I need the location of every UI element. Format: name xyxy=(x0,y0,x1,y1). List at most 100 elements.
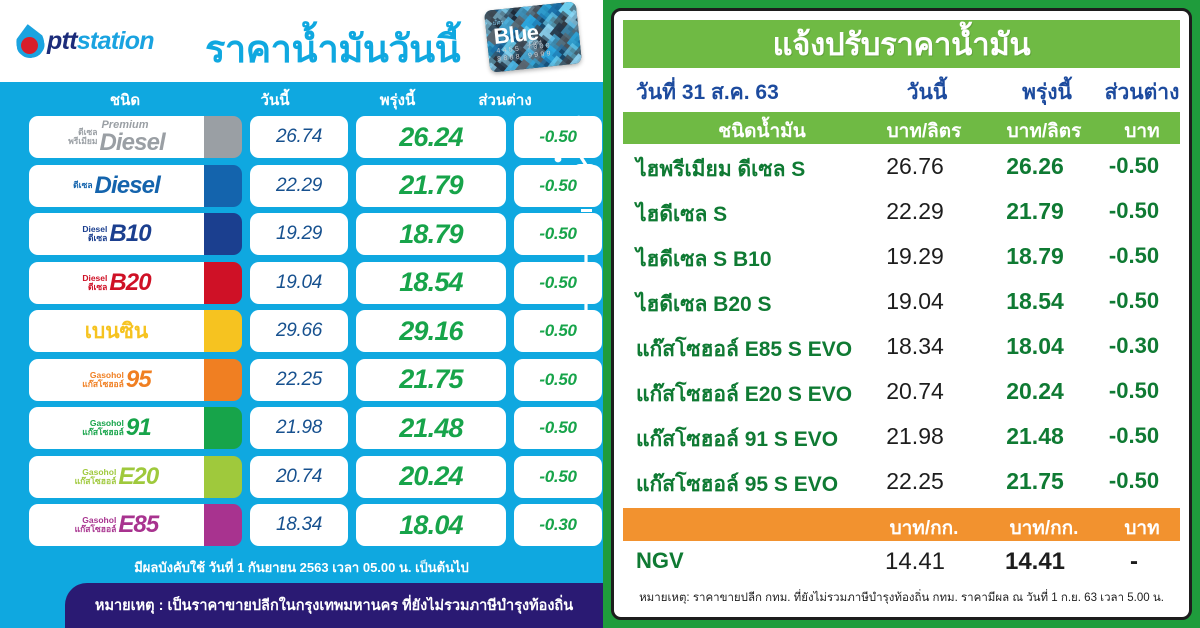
price-diff-cell: -0.50 xyxy=(514,116,602,158)
tomorrow-price-cell: 18.79 xyxy=(356,213,506,255)
left-table-row: ดีเซล Diesel 22.29 21.79 -0.50 xyxy=(0,163,603,212)
fuel-type-badge: เบนซิน xyxy=(29,310,204,352)
fuel-color-swatch xyxy=(204,164,242,207)
fuel-name: แก๊สโซฮอล์ 95 S EVO xyxy=(636,473,839,496)
price-diff-cell: -0.50 xyxy=(514,455,602,498)
left-header: pttstation ราคาน้ำมันวันนี้ บัตร Blue Ca… xyxy=(0,0,603,82)
price-diff-cell: -0.50 xyxy=(514,358,602,401)
price-diff: -0.50 xyxy=(1108,288,1160,313)
blue-card-graphic: บัตร Blue Card 4455 7000 8888 9999 xyxy=(484,1,582,73)
fuel-type-badge: Diesel ดีเซล B10 xyxy=(29,213,204,255)
price-diff-cell: -0.30 xyxy=(514,504,602,546)
today-price: 20.74 xyxy=(886,378,944,404)
ptt-wordmark: pttstation xyxy=(47,26,155,55)
fuel-type-badge: Gasohol แก๊สโซฮอล์ E20 xyxy=(29,455,204,498)
fuel-color-swatch xyxy=(204,407,242,449)
right-unit-subheader: ชนิดน้ำมัน บาท/ลิตร บาท/ลิตร บาท xyxy=(623,112,1180,144)
right-card: แจ้งปรับราคาน้ำมัน วันที่ 31 ส.ค. 63 วัน… xyxy=(611,8,1192,620)
left-footer-bar: หมายเหตุ : เป็นราคาขายปลีกในกรุงเทพมหานค… xyxy=(65,583,603,628)
left-table-row: Gasohol แก๊สโซฮอล์ 91 21.98 21.48 -0.50 xyxy=(0,405,603,454)
left-colhead-today: วันนี้ xyxy=(260,92,290,109)
today-price: 19.29 xyxy=(886,243,944,269)
ptt-word: ptt xyxy=(47,26,78,55)
today-price-cell: 19.04 xyxy=(250,261,348,304)
effective-date-note: มีผลบังคับใช้ วันที่ 1 กันยายน 2563 เวลา… xyxy=(134,560,469,575)
fuel-label-thai: Gasohol แก๊สโซฮอล์ xyxy=(74,466,117,486)
today-price-cell: 19.29 xyxy=(250,213,348,255)
fuel-color-swatch xyxy=(204,358,242,401)
ngv-subhead-today-unit: บาท/กก. xyxy=(889,518,959,539)
fuel-label-thai: Gasohol แก๊สโซฮอล์ xyxy=(82,418,124,437)
left-table-row: Gasohol แก๊สโซฮอล์ E85 18.34 18.04 -0.30 xyxy=(0,502,603,551)
price-diff-cell: -0.50 xyxy=(514,261,602,304)
fuel-label-latin: E20 xyxy=(118,462,159,490)
right-header-today: วันนี้ xyxy=(906,81,948,104)
today-price: 21.98 xyxy=(886,423,944,449)
left-table-row: Diesel ดีเซล B10 19.29 18.79 -0.50 xyxy=(0,211,603,260)
fuel-label-latin: 91 xyxy=(125,414,152,441)
left-table-row: Gasohol แก๊สโซฮอล์ E20 20.74 20.24 -0.50 xyxy=(0,454,603,503)
ngv-subhead-diff-unit: บาท xyxy=(1124,518,1160,539)
left-table-row: ดีเซล พรีเมียม Premium Diesel 26.74 26.24 -0.5… xyxy=(0,114,603,163)
tomorrow-price-cell: 26.24 xyxy=(356,116,506,158)
announcement-date: วันที่ 31 ส.ค. 63 xyxy=(636,81,779,104)
fuel-type-badge: ดีเซล พรีเมียม Premium Diesel xyxy=(29,116,204,158)
right-table-row: ไฮดีเซล S 22.29 21.79 -0.50 xyxy=(614,192,1189,237)
left-colhead-type: ชนิด xyxy=(109,92,141,109)
fuel-color-swatch xyxy=(204,261,242,304)
fuel-name: แก๊สโซฮอล์ E85 S EVO xyxy=(636,338,853,361)
fuel-label-latin: E85 xyxy=(118,511,159,538)
fuel-label-latin: 95 xyxy=(125,365,152,393)
today-price: 26.76 xyxy=(886,153,944,179)
tomorrow-price: 21.75 xyxy=(1006,468,1064,494)
fuel-type-badge: Diesel ดีเซล B20 xyxy=(29,261,204,304)
left-panel-ptt-station: pttstation ราคาน้ำมันวันนี้ บัตร Blue Ca… xyxy=(0,0,603,628)
fuel-color-swatch xyxy=(204,504,242,546)
price-diff: -0.50 xyxy=(1108,153,1160,178)
fuel-label-latin: B20 xyxy=(109,268,151,296)
right-date-header: วันที่ 31 ส.ค. 63 วันนี้ พรุ่งนี้ ส่วนต่… xyxy=(614,73,1189,109)
left-table-row: Diesel ดีเซล B20 19.04 18.54 -0.50 xyxy=(0,260,603,309)
ngv-unit-subheader: บาท/กก. บาท/กก. บาท xyxy=(623,508,1180,541)
ngv-today-price: 14.41 xyxy=(884,548,946,575)
price-diff: -0.50 xyxy=(1108,243,1160,268)
today-price-cell: 26.74 xyxy=(250,116,348,158)
left-colhead-diff: ส่วนต่าง xyxy=(478,92,532,109)
tomorrow-price: 21.48 xyxy=(1006,423,1064,449)
tomorrow-price-cell: 18.04 xyxy=(356,504,506,546)
right-table-row: แก๊สโซฮอล์ 95 S EVO 22.25 21.75 -0.50 xyxy=(614,462,1189,507)
fuel-color-swatch xyxy=(204,310,242,352)
tomorrow-price: 18.04 xyxy=(1006,333,1064,359)
left-table-row: Gasohol แก๊สโซฮอล์ 95 22.25 21.75 -0.50 xyxy=(0,357,603,406)
today-price: 22.25 xyxy=(886,468,944,494)
tomorrow-price: 21.79 xyxy=(1006,198,1064,224)
right-title-text: แจ้งปรับราคาน้ำมัน xyxy=(772,27,1031,62)
fuel-label-thai: Gasohol แก๊สโซฮอล์ xyxy=(82,369,124,389)
tomorrow-price-cell: 21.79 xyxy=(356,164,506,207)
fuel-name: ไฮดีเซล S B10 xyxy=(636,248,772,271)
fuel-name: ไฮดีเซล S xyxy=(636,203,728,226)
right-table-row: แก๊สโซฮอล์ 91 S EVO 21.98 21.48 -0.50 xyxy=(614,417,1189,462)
today-price-cell: 21.98 xyxy=(250,407,348,449)
right-table-row: ไฮดีเซล B20 S 19.04 18.54 -0.50 xyxy=(614,282,1189,327)
fuel-name: แก๊สโซฮอล์ E20 S EVO xyxy=(636,383,853,406)
fuel-label-thai: ดีเซล xyxy=(73,180,93,191)
price-diff: -0.50 xyxy=(1108,378,1160,403)
tomorrow-price: 18.54 xyxy=(1006,288,1064,314)
price-diff: -0.50 xyxy=(1108,423,1160,448)
fuel-label-thai: Diesel ดีเซล xyxy=(82,272,108,292)
left-table-row: เบนซิน 29.66 29.16 -0.50 xyxy=(0,308,603,357)
today-price-cell: 29.66 xyxy=(250,310,348,352)
fuel-type-badge: Gasohol แก๊สโซฮอล์ 91 xyxy=(29,407,204,449)
fuel-label-latin: B10 xyxy=(109,220,151,247)
fuel-name: ไฮดีเซล B20 S xyxy=(636,293,772,316)
right-header-tomorrow: พรุ่งนี้ xyxy=(1022,81,1072,104)
fuel-color-swatch xyxy=(204,116,242,158)
fuel-label-thai: เบนซิน xyxy=(84,319,149,343)
right-price-table: ไฮพรีเมียม ดีเซล S 26.76 26.26 -0.50 ไฮดีเซล… xyxy=(614,147,1189,507)
price-diff-cell: -0.50 xyxy=(514,310,602,352)
today-price: 19.04 xyxy=(886,288,944,314)
tomorrow-price: 20.24 xyxy=(1006,378,1064,404)
ngv-row: NGV 14.41 14.41 - xyxy=(614,544,1189,586)
